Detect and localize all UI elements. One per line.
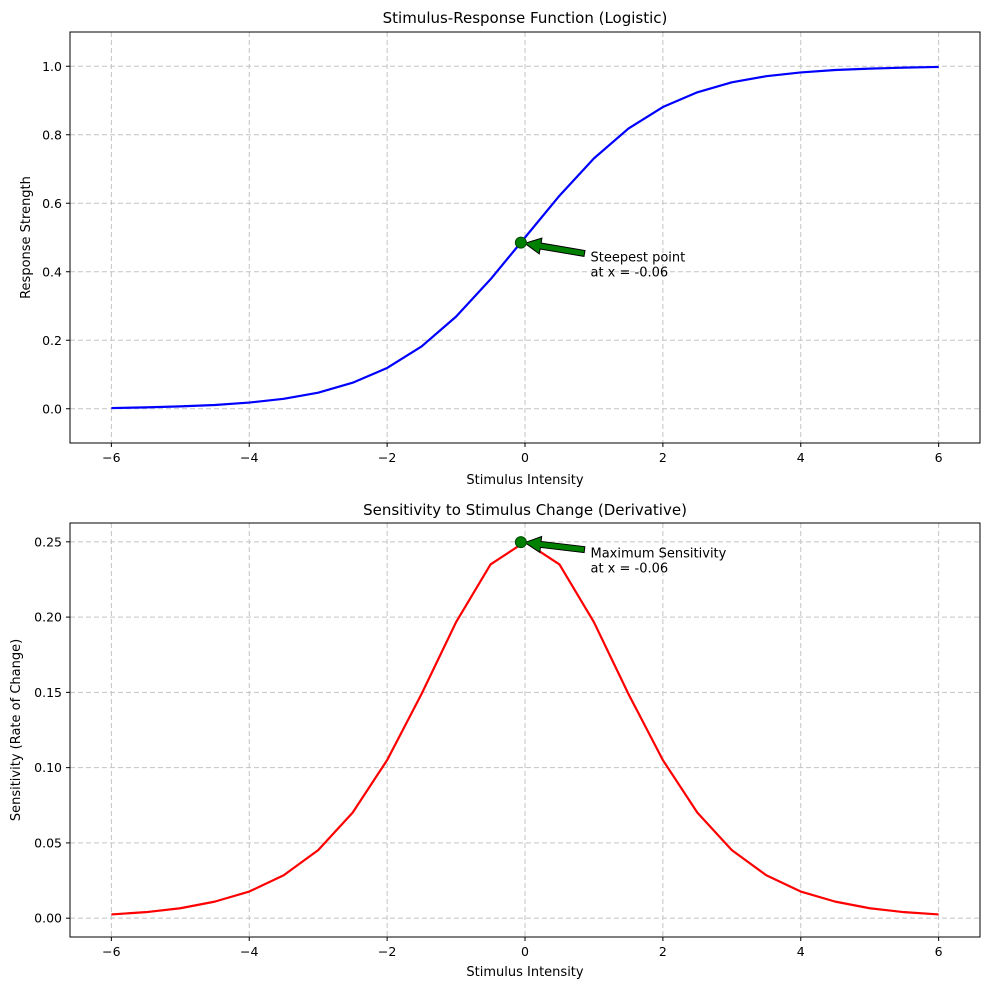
chart1-ytick-label: 0.0 <box>42 401 62 416</box>
chart2-title: Sensitivity to Stimulus Change (Derivati… <box>363 501 687 519</box>
chart1-xtick-label: 4 <box>797 450 805 465</box>
chart1-annotation-line: at x = -0.06 <box>590 265 668 280</box>
chart1-series-line <box>111 65 939 410</box>
chart2-xtick-label: 6 <box>935 944 943 959</box>
chart2-max-point-marker <box>514 536 527 549</box>
chart1-annotation-line: Steepest point <box>590 250 685 265</box>
chart2-ytick-label: 0.25 <box>34 534 62 549</box>
chart2-xtick-label: −6 <box>102 944 120 959</box>
chart2-ytick-label: 0.20 <box>34 610 62 625</box>
top-chart-logistic: −6 −4 −2 0 2 4 6 0.0 0.2 0.4 0.6 0.8 1.0 Stimulus-Res… <box>19 9 981 488</box>
chart1-title: Stimulus-Response Function (Logistic) <box>383 9 668 27</box>
chart2-annotation-line: at x = -0.06 <box>590 562 668 577</box>
chart1-xtick-label: 6 <box>935 450 943 465</box>
chart1-xtick-label: −4 <box>240 450 258 465</box>
chart1-y-axis-label: Response Strength <box>19 176 34 299</box>
bottom-chart-derivative: −6 −4 −2 0 2 4 6 0.00 0.05 0.10 0.15 0.20 0.25 Sensit… <box>9 501 981 980</box>
chart1-annotation-arrow <box>523 237 586 258</box>
chart2-axes-frame <box>69 522 981 938</box>
chart1-xtick-label: 2 <box>659 450 667 465</box>
chart1-annotation-text: Steepest point at x = -0.06 <box>590 250 685 280</box>
chart2-annotation-arrow <box>523 535 586 554</box>
chart1-ytick-label: 0.2 <box>42 333 62 348</box>
chart2-xtick-label: −4 <box>240 944 258 959</box>
chart1-xtick-label: −6 <box>102 450 120 465</box>
chart1-ytick-label: 1.0 <box>42 59 62 74</box>
chart2-xtick-label: 2 <box>659 944 667 959</box>
chart1-ytick-label: 0.8 <box>42 127 62 142</box>
chart2-ytick-label: 0.00 <box>34 911 62 926</box>
chart2-ytick-label: 0.10 <box>34 760 62 775</box>
chart1-ytick-label: 0.4 <box>42 264 62 279</box>
chart1-xtick-label: 0 <box>521 450 529 465</box>
chart2-xtick-label: 4 <box>797 944 805 959</box>
chart1-max-point-marker <box>514 236 527 249</box>
chart2-y-axis-label: Sensitivity (Rate of Change) <box>9 639 24 821</box>
chart2-x-axis-label: Stimulus Intensity <box>466 965 584 980</box>
chart2-annotation-text: Maximum Sensitivity at x = -0.06 <box>590 547 726 577</box>
chart2-ytick-label: 0.15 <box>34 685 62 700</box>
chart2-annotation-line: Maximum Sensitivity <box>590 547 726 562</box>
chart2-xtick-label: −2 <box>378 944 396 959</box>
chart1-xtick-label: −2 <box>378 450 396 465</box>
chart2-xtick-label: 0 <box>521 944 529 959</box>
chart1-ytick-label: 0.6 <box>42 196 62 211</box>
chart2-ytick-label: 0.05 <box>34 835 62 850</box>
chart1-x-axis-label: Stimulus Intensity <box>466 473 584 488</box>
